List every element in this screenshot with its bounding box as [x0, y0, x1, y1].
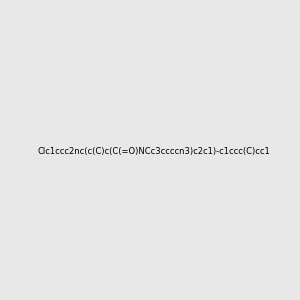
Text: Clc1ccc2nc(c(C)c(C(=O)NCc3ccccn3)c2c1)-c1ccc(C)cc1: Clc1ccc2nc(c(C)c(C(=O)NCc3ccccn3)c2c1)-c… — [38, 147, 270, 156]
